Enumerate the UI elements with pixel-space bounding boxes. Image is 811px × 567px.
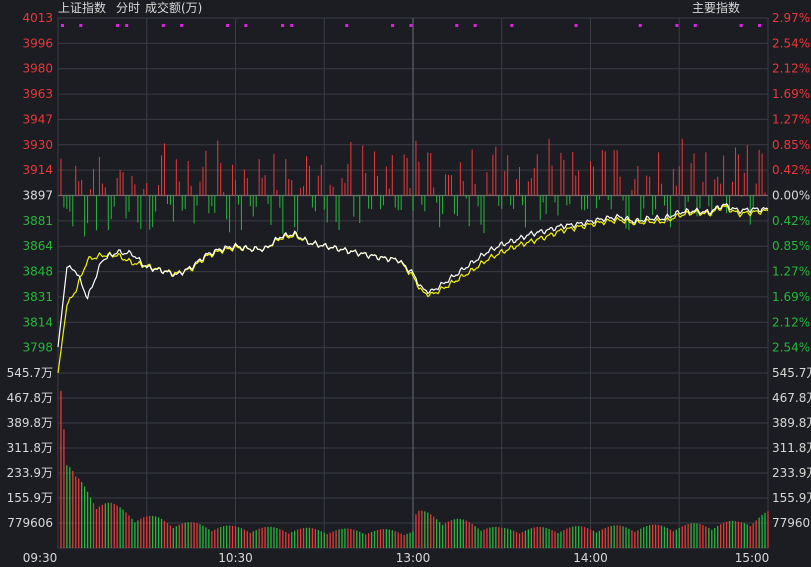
volume-tick-label: 779606 (7, 516, 53, 530)
time-tick-label: 10:30 (218, 551, 253, 565)
signal-marker (180, 24, 184, 27)
signal-marker (510, 24, 514, 27)
signal-marker (345, 24, 349, 27)
signal-marker (675, 24, 679, 27)
volume-bars (60, 390, 769, 548)
chart-grid (57, 17, 769, 549)
signal-marker (244, 24, 248, 27)
signal-marker (409, 24, 413, 27)
signal-marker (161, 24, 165, 27)
signal-marker (638, 24, 642, 27)
price-tick-label: 3848 (22, 265, 53, 279)
volume-tick-label: 545.7万 (7, 366, 53, 380)
percent-tick-label: 1.69% (772, 290, 810, 304)
percent-tick-label: 0.42% (772, 163, 810, 177)
volume-tick-label: 155.9万 (7, 491, 53, 505)
volume-tick-label: 233.9万 (7, 466, 53, 480)
price-tick-label: 3798 (22, 341, 53, 355)
price-tick-label: 3881 (22, 214, 53, 228)
strength-bars (60, 138, 766, 237)
average-price-line (57, 204, 769, 374)
main-indices-button[interactable]: 主要指数 (692, 0, 740, 15)
percent-tick-label: 1.27% (772, 112, 810, 126)
percent-tick-label: 2.54% (772, 36, 810, 50)
volume-tick-label-right: 467.8万 (772, 391, 811, 405)
volume-tick-label: 311.8万 (7, 441, 53, 455)
signal-marker (115, 24, 119, 27)
signal-marker (574, 24, 578, 27)
volume-tick-label-right: 155.9万 (772, 491, 811, 505)
percent-axis: 2.97% 2.54% 2.12% 1.69% 1.27% 0.85% 0.42% 0.00%… (772, 11, 810, 355)
price-lines (57, 202, 769, 374)
signal-marker (757, 24, 761, 27)
volume-unit-label: 成交额(万) (145, 0, 202, 15)
signal-marker (226, 24, 230, 27)
percent-tick-label: 0.85% (772, 138, 810, 152)
percent-tick-label: 2.97% (772, 11, 810, 25)
signal-marker (125, 24, 129, 27)
time-tick-label: 13:00 (396, 551, 431, 565)
volume-tick-label-right: 311.8万 (772, 441, 811, 455)
price-tick-label: 3980 (22, 62, 53, 76)
percent-tick-label: 0.85% (772, 239, 810, 253)
price-tick-label: 3831 (22, 290, 53, 304)
time-tick-label: 14:00 (573, 551, 608, 565)
signal-marker (739, 24, 743, 27)
percent-tick-label: 1.69% (772, 87, 810, 101)
percent-tick-label: 1.27% (772, 265, 810, 279)
volume-tick-label-right: 545.7万 (772, 366, 811, 380)
price-tick-label: 3996 (22, 36, 53, 50)
mode-tab[interactable]: 分时 (116, 1, 140, 15)
volume-tick-label: 389.8万 (7, 416, 53, 430)
price-tick-label: 3897 (22, 189, 53, 203)
signal-marker (473, 24, 477, 27)
price-tick-label: 3947 (22, 112, 53, 126)
signal-marker (79, 24, 83, 27)
percent-tick-label: 0.42% (772, 214, 810, 228)
price-axis: 4013 3996 3980 3963 3947 3930 3914 3897 3881 3864… (22, 11, 53, 355)
price-tick-label: 3930 (22, 138, 53, 152)
price-tick-label: 4013 (22, 11, 53, 25)
index-title: 上证指数 (58, 0, 106, 15)
signal-marker (391, 24, 395, 27)
percent-tick-label: 2.12% (772, 62, 810, 76)
volume-tick-label-right: 233.9万 (772, 466, 811, 480)
time-tick-label: 15:00 (735, 551, 770, 565)
volume-tick-label: 467.8万 (7, 391, 53, 405)
time-tick-label: 09:30 (23, 551, 58, 565)
price-tick-label: 3814 (22, 315, 53, 329)
volume-axis: 545.7万 545.7万 467.8万 467.8万 389.8万 389.8万 311.… (7, 366, 811, 530)
signal-markers (60, 24, 761, 27)
signal-marker (455, 24, 459, 27)
percent-tick-label: 2.54% (772, 341, 810, 355)
percent-tick-label: 2.12% (772, 315, 810, 329)
signal-marker (60, 24, 64, 27)
signal-marker (693, 24, 697, 27)
percent-tick-label: 0.00% (772, 189, 810, 203)
signal-marker (281, 24, 285, 27)
volume-tick-label-right: 779606 (772, 516, 811, 530)
price-tick-label: 3864 (22, 239, 53, 253)
time-axis: 09:30 10:30 13:00 14:00 15:00 (23, 551, 770, 565)
signal-marker (290, 24, 294, 27)
volume-tick-label-right: 389.8万 (772, 416, 811, 430)
price-tick-label: 3963 (22, 87, 53, 101)
price-line (57, 202, 769, 348)
price-tick-label: 3914 (22, 163, 53, 177)
